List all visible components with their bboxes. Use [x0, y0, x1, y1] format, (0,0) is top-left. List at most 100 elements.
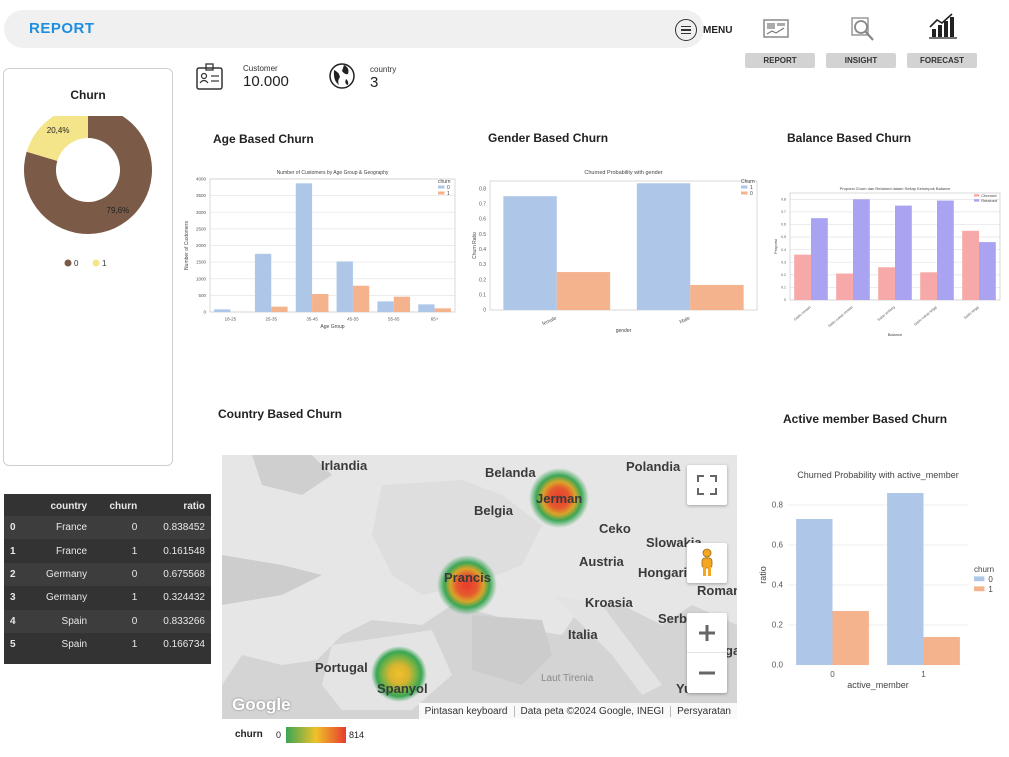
keyboard-shortcuts-link[interactable]: Pintasan keyboard	[424, 705, 508, 717]
map-label-prancis: Prancis	[444, 570, 491, 585]
menu-icon	[675, 19, 697, 41]
fullscreen-icon	[697, 475, 717, 495]
y-tick-label: 0.2	[781, 273, 786, 277]
forecast-icon[interactable]	[928, 12, 958, 40]
table-cell: 1	[131, 592, 138, 604]
heat-legend-bar	[286, 727, 346, 743]
report-icon[interactable]	[763, 18, 789, 40]
plot-frame	[209, 178, 456, 313]
y-tick-label: 0.7	[781, 210, 786, 214]
legend-swatch	[741, 185, 748, 189]
map-label-austria: Austria	[579, 554, 624, 569]
table-cell: 3	[10, 592, 16, 604]
churn-ratio-table: country churn ratio 0 France 0 0.838452 1 Fr…	[4, 494, 211, 664]
table-cell: 1	[131, 545, 138, 557]
customer-value: 10.000	[243, 73, 289, 90]
table-cell: 0.833266	[143, 609, 211, 633]
pie-slice-label: 20,4%	[47, 126, 70, 135]
legend-swatch	[974, 199, 980, 202]
y-tick-label: 0.6	[479, 217, 486, 223]
bar-0-25-35	[254, 253, 272, 312]
x-tick-label: 0	[830, 670, 835, 679]
minus-icon	[699, 671, 715, 675]
x-tick-label: 45-55	[347, 317, 359, 322]
y-tick-label: 0.6	[772, 541, 784, 550]
nav-report-button[interactable]: REPORT	[745, 53, 815, 68]
zoom-in-button[interactable]	[687, 613, 727, 653]
y-tick-label: 0.8	[781, 197, 786, 201]
bar-1-25-35	[271, 306, 288, 312]
map-label-belgia: Belgia	[474, 503, 514, 518]
x-tick-label: Saldo sedang	[877, 305, 896, 322]
table-cell: 0	[93, 562, 144, 587]
y-tick-label: 4000	[196, 177, 207, 182]
table-cell: 0.838452	[143, 516, 211, 540]
top-bar: REPORT	[4, 10, 704, 48]
legend-title: churn	[438, 179, 451, 185]
y-tick-label: 3500	[196, 193, 207, 198]
nav-forecast-button[interactable]: FORECAST	[907, 53, 977, 68]
table-row: 3 Germany 1 0.324432	[4, 586, 211, 609]
fullscreen-button[interactable]	[687, 465, 727, 505]
legend-swatch	[974, 576, 985, 582]
menu-button[interactable]: MENU	[675, 19, 732, 41]
y-tick-label: 0.3	[781, 260, 786, 264]
y-tick-label: 0.8	[772, 501, 784, 510]
google-logo: Google	[232, 695, 291, 714]
chart-title: Churned Probability with gender	[584, 170, 662, 176]
x-axis-label: gender	[616, 328, 632, 334]
x-tick-label: Male	[679, 315, 692, 325]
y-tick-label: 0.2	[772, 621, 784, 630]
x-axis-label: Age Group	[320, 324, 344, 330]
bar-1-35-45	[312, 294, 329, 312]
legend-label: 0	[74, 259, 79, 268]
map-label-serbia: Serb	[658, 611, 687, 626]
x-tick-label: 55-65	[388, 317, 400, 322]
y-tick-label: 0.1	[781, 286, 786, 290]
y-tick-label: 0	[483, 308, 486, 314]
y-axis-label: Number of Customers	[184, 221, 190, 270]
gender-churn-chart: Churned Probability with gender 0 0.1 0.2 0.…	[470, 164, 762, 338]
map-label-bulgaria: ga	[725, 643, 737, 658]
bar-1-female	[503, 196, 557, 310]
nav-insight-button[interactable]: INSIGHT	[826, 53, 896, 68]
churn-donut-chart: 79,6% 20,4% 0 1	[24, 116, 152, 268]
y-tick-label: 0.8	[479, 186, 486, 192]
table-cell: 2	[4, 562, 27, 587]
customer-id-icon	[196, 63, 223, 90]
y-tick-label: 0.4	[772, 581, 784, 590]
terms-link[interactable]: Persyaratan	[670, 705, 737, 717]
zoom-out-button[interactable]	[687, 653, 727, 693]
map-label-jerman: Jerman	[536, 491, 583, 506]
heat-legend-min: 0	[276, 730, 282, 740]
table-cell: 0.324432	[163, 592, 205, 604]
age-chart-heading: Age Based Churn	[213, 132, 314, 146]
table-cell: France	[55, 545, 88, 557]
y-axis-label: ratio	[758, 566, 768, 584]
menu-label: MENU	[703, 24, 733, 36]
legend-swatch	[974, 586, 985, 592]
bar-0-0	[796, 519, 833, 665]
bar-1-55-65	[393, 296, 411, 312]
insight-icon[interactable]	[848, 15, 876, 43]
globe-icon	[329, 63, 355, 89]
bar-Churned-Saldo sedang	[878, 267, 895, 300]
legend-title: churn	[974, 565, 994, 574]
street-view-button[interactable]	[687, 543, 727, 583]
legend-label: 0	[447, 185, 450, 191]
bar-Churned-Saldo tinggi	[962, 230, 979, 300]
table-cell: 5	[10, 639, 16, 651]
y-tick-label: 0.6	[781, 223, 786, 227]
table-cell: 0.675568	[143, 562, 211, 587]
country-heatmap[interactable]: Irlandia Belanda Polandia Belgia Jerman …	[222, 455, 737, 719]
legend-label: 0	[988, 575, 993, 584]
y-tick-label: 0.5	[479, 232, 486, 238]
x-tick-label: 65+	[431, 317, 439, 322]
map-label-portugal: Portugal	[315, 660, 368, 675]
legend-label: 1	[988, 585, 993, 594]
country-chart-heading: Country Based Churn	[218, 407, 343, 421]
bar-Churned-Saldo cukup tinggi	[920, 272, 937, 300]
bar-0-1	[887, 493, 924, 665]
map-label-italia: Italia	[568, 627, 598, 642]
table-cell: Germany	[26, 562, 94, 587]
